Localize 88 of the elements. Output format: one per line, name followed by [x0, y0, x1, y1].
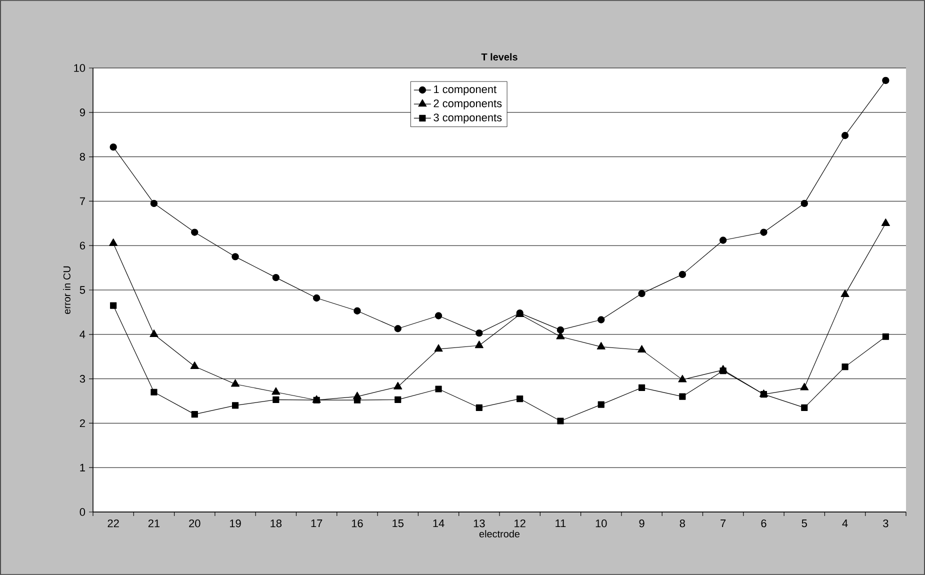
- point: [150, 388, 158, 396]
- point: [109, 238, 118, 246]
- point: [312, 294, 320, 302]
- x-tick-label: 4: [842, 520, 848, 528]
- point: [272, 274, 280, 282]
- point: [394, 325, 402, 332]
- point: [556, 326, 564, 334]
- point: [598, 401, 604, 408]
- point: [882, 333, 889, 340]
- x-axis-title: electrode: [479, 530, 520, 538]
- x-tick-label: 22: [108, 520, 119, 528]
- y-tick-label: 7: [80, 197, 85, 205]
- y-tick-label: 6: [80, 242, 86, 250]
- x-tick-label: 20: [189, 520, 200, 528]
- y-tick-label: 0: [80, 508, 86, 516]
- x-tick-label: 18: [270, 520, 282, 528]
- x-tick-label: 7: [720, 520, 726, 528]
- point: [801, 404, 808, 411]
- x-tick-label: 17: [311, 520, 322, 528]
- point: [474, 340, 484, 348]
- point: [760, 228, 768, 236]
- point: [840, 290, 850, 298]
- point: [882, 76, 890, 84]
- point: [434, 344, 443, 352]
- y-tick-label: 5: [80, 286, 86, 294]
- point: [638, 384, 646, 391]
- point: [638, 345, 646, 353]
- legend-label: 2 components: [434, 100, 502, 110]
- chart-title: T levels: [481, 53, 518, 60]
- point: [231, 379, 240, 387]
- x-tick-label: 15: [392, 520, 404, 528]
- y-tick-label: 1: [80, 464, 85, 472]
- y-tick-label: 4: [80, 330, 86, 338]
- legend-label: 1 component: [434, 86, 496, 96]
- x-tick-label: 14: [433, 520, 444, 528]
- x-tick-label: 16: [352, 520, 363, 528]
- point: [435, 386, 442, 392]
- point: [596, 342, 606, 350]
- point: [354, 396, 361, 404]
- point: [719, 236, 727, 244]
- point: [191, 228, 198, 236]
- x-tick-label: 8: [680, 520, 685, 528]
- x-tick-label: 9: [639, 520, 644, 528]
- point: [720, 368, 726, 374]
- x-tick-label: 19: [230, 520, 241, 528]
- point: [638, 290, 646, 298]
- point: [434, 312, 442, 320]
- point: [110, 143, 117, 151]
- point: [678, 374, 687, 382]
- point: [679, 393, 686, 400]
- point: [476, 404, 482, 411]
- point: [800, 200, 808, 208]
- point: [881, 218, 890, 226]
- point: [557, 418, 564, 424]
- point: [191, 411, 198, 418]
- point: [272, 396, 280, 403]
- x-tick-label: 11: [556, 520, 566, 528]
- point: [598, 316, 605, 324]
- point: [678, 270, 686, 278]
- point: [272, 387, 280, 395]
- point: [150, 200, 158, 208]
- point: [842, 364, 848, 370]
- x-tick-label: 3: [883, 520, 888, 528]
- point: [150, 330, 158, 337]
- y-tick-label: 8: [80, 152, 86, 161]
- y-tick-label: 2: [80, 419, 85, 428]
- point: [232, 253, 239, 260]
- point: [394, 396, 402, 403]
- y-tick-label: 9: [80, 108, 85, 116]
- x-tick-label: 12: [514, 520, 526, 528]
- point: [394, 382, 402, 390]
- point: [190, 361, 199, 369]
- y-axis-title: error in CU: [63, 266, 70, 314]
- point: [110, 302, 117, 309]
- point: [800, 382, 809, 390]
- x-tick-label: 5: [802, 520, 807, 528]
- point: [516, 395, 524, 402]
- point: [232, 402, 239, 409]
- x-tick-label: 21: [148, 520, 160, 528]
- x-tick-label: 6: [761, 520, 766, 528]
- legend-label: 3 components: [434, 114, 502, 124]
- y-tick-label: 3: [80, 374, 86, 383]
- point: [841, 132, 849, 140]
- y-tick-label: 10: [74, 64, 86, 72]
- x-tick-label: 10: [596, 520, 607, 528]
- point: [476, 329, 483, 337]
- point: [354, 307, 361, 314]
- x-tick-label: 13: [474, 520, 485, 528]
